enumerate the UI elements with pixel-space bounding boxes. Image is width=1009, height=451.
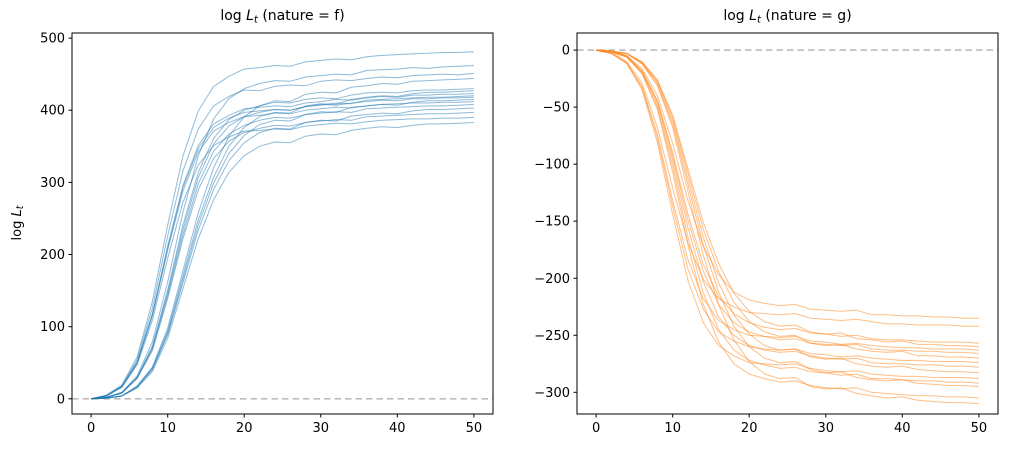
y-tick-label: −150 — [534, 215, 570, 230]
title-math-sub: t — [253, 14, 258, 26]
title-math-sub: t — [756, 14, 761, 26]
series-line — [596, 49, 979, 388]
series-line — [91, 116, 474, 400]
y-tick-label: 200 — [40, 248, 65, 263]
series-line — [596, 49, 979, 368]
series-line — [91, 88, 474, 400]
x-tick-label: 10 — [159, 421, 176, 436]
y-tick-label: 0 — [562, 44, 570, 59]
series-line — [91, 111, 474, 400]
x-tick-label: 20 — [236, 421, 253, 436]
title-math-var: L — [246, 8, 254, 24]
series-line — [596, 49, 979, 348]
left-plot: 0 10 20 30 40 50 0 100 200 300 400 500 log Lt (natu… — [10, 7, 494, 436]
x-tick-label: 10 — [664, 421, 681, 436]
series-line — [91, 90, 474, 400]
right-plot-canvas: 0 10 20 30 40 50 0 −50 −100 −150 −200 −250 −300 — [534, 32, 999, 436]
x-tick-label: 50 — [971, 421, 988, 436]
title-text: log — [220, 8, 247, 24]
y-tick-label: −50 — [543, 101, 570, 116]
y-tick-label: 400 — [40, 104, 65, 119]
title-math-var: L — [749, 8, 757, 24]
x-tick-label: 30 — [818, 421, 835, 436]
x-tick-label: 0 — [592, 421, 600, 436]
series-line — [595, 49, 979, 380]
series-line — [596, 49, 979, 359]
x-tick-label: 40 — [894, 421, 911, 436]
title-text: (nature = g) — [760, 8, 852, 24]
y-tick-label: −250 — [534, 329, 570, 344]
series-line — [596, 49, 979, 327]
x-tick-label: 20 — [741, 421, 758, 436]
ylabel-math-var: L — [9, 209, 25, 217]
series-line — [91, 107, 474, 400]
title-text: (nature = f) — [257, 8, 345, 24]
left-plot-title: log Lt (nature = f) — [72, 7, 493, 27]
y-tick-label: 0 — [57, 392, 65, 407]
ylabel-math-sub: t — [15, 205, 27, 210]
right-plot-title: log Lt (nature = g) — [577, 7, 998, 27]
series-line — [596, 49, 979, 399]
x-tick-label: 0 — [87, 421, 95, 436]
y-tick-label: 500 — [40, 32, 65, 47]
series-line — [595, 49, 979, 351]
x-tick-label: 40 — [389, 421, 406, 436]
series-line — [91, 101, 474, 400]
x-tick-label: 30 — [313, 421, 330, 436]
series-line — [596, 49, 979, 405]
y-tick-label: −100 — [534, 158, 570, 173]
series-line — [596, 49, 979, 354]
left-y-axis-label: log Lt — [10, 206, 26, 241]
y-tick-label: −200 — [534, 272, 570, 287]
y-tick-label: 100 — [40, 320, 65, 335]
series-line — [91, 122, 474, 400]
series-line — [90, 72, 474, 400]
series-line — [90, 51, 474, 400]
series-line — [596, 49, 979, 374]
series-line — [91, 65, 474, 400]
series-line — [596, 49, 979, 384]
y-tick-label: 300 — [40, 176, 65, 191]
right-plot: 0 10 20 30 40 50 0 −50 −100 −150 −200 −250 −300 log … — [505, 0, 1009, 451]
axes-spines — [71, 32, 494, 415]
y-tick-label: −300 — [534, 386, 570, 401]
ylabel-text: log — [9, 216, 25, 241]
x-tick-label: 50 — [466, 421, 483, 436]
series-line — [596, 49, 979, 319]
axes-spines — [576, 32, 999, 415]
title-text: log — [723, 8, 750, 24]
